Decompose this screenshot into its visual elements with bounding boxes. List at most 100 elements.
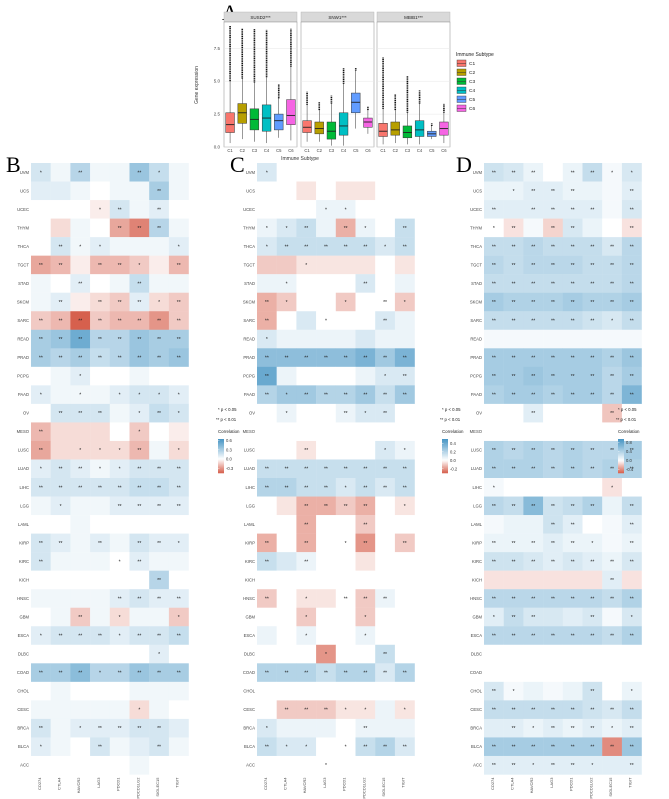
heatmap-cell — [621, 348, 642, 368]
heatmap-cell — [602, 440, 623, 460]
heatmap-cell — [149, 478, 170, 497]
colorbar-segment — [618, 471, 624, 474]
box — [402, 125, 413, 139]
heatmap-cell — [149, 570, 170, 590]
heatmap-cell — [355, 385, 376, 405]
heatmap-cell — [394, 478, 415, 497]
row-label: CESC — [243, 707, 255, 712]
significance-marker: ** — [551, 226, 555, 232]
significance-marker: ** — [137, 671, 141, 677]
colorbar-segment — [618, 463, 624, 466]
heatmap-cell — [503, 663, 524, 683]
row-label: READ — [243, 337, 255, 342]
heatmap-cell — [621, 737, 642, 757]
heatmap-cell — [70, 718, 91, 738]
heatmap-cell — [168, 515, 189, 534]
significance-marker: ** — [344, 393, 348, 399]
significance-marker: ** — [492, 244, 496, 250]
heatmap-cell — [375, 200, 396, 219]
significance-marker: ** — [551, 763, 555, 769]
heatmap-cell — [296, 589, 317, 608]
heatmap-cell — [602, 385, 623, 405]
heatmap-cell — [276, 626, 297, 645]
row-label: LUAD — [471, 466, 482, 471]
significance-marker: ** — [571, 226, 575, 232]
significance-marker: ** — [630, 708, 634, 714]
heatmap-cell — [149, 755, 170, 775]
significance-marker: ** — [344, 596, 348, 602]
heatmap-cell — [523, 348, 544, 368]
heatmap-cell — [602, 496, 623, 516]
heatmap-cell — [316, 163, 336, 182]
colorbar-segment — [618, 465, 624, 467]
x-tick-label: C1 — [227, 148, 233, 153]
heatmap-cell — [129, 552, 150, 571]
column-label: TIGIT — [401, 777, 406, 788]
significance-marker: ** — [304, 559, 308, 565]
heatmap-cell — [168, 237, 189, 256]
heatmap-cell — [50, 459, 71, 479]
heatmap-cell — [276, 255, 297, 275]
significance-marker: * — [611, 485, 613, 491]
colorbar-title: Correlation — [442, 429, 464, 434]
significance-marker: ** — [265, 745, 269, 751]
heatmap-cell — [70, 200, 91, 219]
significance-marker: ** — [512, 319, 516, 325]
significance-marker: ** — [78, 411, 82, 417]
heatmap-cell — [523, 218, 544, 238]
heatmap-cell — [523, 403, 544, 423]
box — [338, 112, 349, 136]
heatmap-cell — [335, 552, 356, 571]
row-label: GBM — [19, 614, 29, 619]
heatmap-cell — [296, 422, 317, 442]
significance-marker: ** — [157, 411, 161, 417]
significance-marker: ** — [531, 559, 535, 565]
colorbar-segment — [218, 459, 224, 461]
significance-marker: * — [532, 763, 534, 769]
heatmap-cell — [149, 218, 170, 238]
significance-marker: ** — [571, 374, 575, 380]
significance-marker: ** — [590, 207, 594, 213]
heatmap-cell — [168, 366, 189, 386]
significance-marker: ** — [137, 170, 141, 176]
significance-marker: ** — [304, 504, 308, 510]
row-label: UCEC — [243, 207, 255, 212]
heatmap-cell — [602, 626, 623, 645]
significance-marker: ** — [177, 596, 181, 602]
heatmap-cell — [503, 181, 524, 201]
heatmap-cell — [582, 589, 603, 608]
heatmap-cell — [90, 218, 110, 238]
row-label: THCA — [18, 244, 30, 249]
significance-marker: * — [138, 411, 140, 417]
significance-marker: ** — [98, 356, 102, 362]
significance-marker: ** — [630, 634, 634, 640]
heatmap-cell — [335, 385, 356, 405]
significance-marker: * — [611, 170, 613, 176]
heatmap-cell — [355, 570, 376, 590]
significance-marker: ** — [265, 596, 269, 602]
colorbar-segment — [618, 460, 624, 462]
heatmap-cell — [394, 237, 415, 256]
significance-marker: ** — [157, 745, 161, 751]
heatmap-cell — [296, 700, 317, 720]
significance-marker: ** — [610, 300, 614, 306]
row-label: LAML — [18, 522, 30, 527]
heatmap-cell — [168, 570, 189, 590]
facet-panel — [300, 21, 375, 148]
colorbar-tick-label: 0.0 — [226, 457, 232, 462]
significance-marker: * — [266, 170, 268, 176]
heatmap-cell — [276, 533, 297, 553]
significance-marker: ** — [551, 708, 555, 714]
heatmap-cell — [621, 700, 642, 720]
significance-marker: ** — [344, 356, 348, 362]
heatmap-cell — [602, 292, 623, 312]
significance-marker: * — [138, 430, 140, 436]
significance-marker: ** — [571, 263, 575, 269]
heatmap-cell — [50, 274, 71, 293]
heatmap-cell — [70, 422, 91, 442]
significance-marker: ** — [590, 244, 594, 250]
significance-marker: ** — [610, 374, 614, 380]
heatmap-cell — [484, 755, 504, 775]
heatmap-cell — [562, 644, 583, 664]
significance-marker: ** — [512, 467, 516, 473]
